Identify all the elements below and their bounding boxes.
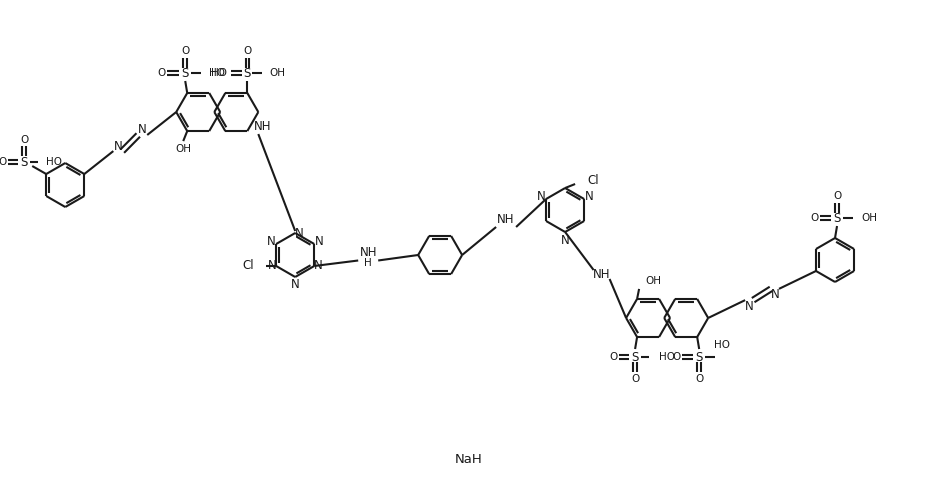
Text: N: N	[268, 259, 276, 272]
Text: HO: HO	[46, 157, 62, 167]
Text: S: S	[243, 67, 251, 80]
Text: S: S	[833, 212, 841, 225]
Text: N: N	[314, 235, 324, 248]
Text: O: O	[695, 374, 703, 384]
Text: NH: NH	[359, 246, 377, 259]
Text: N: N	[745, 300, 753, 313]
Text: HO: HO	[659, 352, 675, 362]
Text: Cl: Cl	[242, 259, 255, 272]
Text: O: O	[609, 352, 617, 362]
Text: HO: HO	[210, 68, 226, 78]
Text: O: O	[810, 213, 818, 223]
Text: HO: HO	[714, 340, 730, 350]
Text: O: O	[243, 46, 252, 56]
Text: O: O	[20, 135, 28, 145]
Text: N: N	[770, 288, 780, 301]
Text: O: O	[181, 46, 189, 56]
Text: N: N	[536, 189, 546, 202]
Text: S: S	[632, 350, 638, 363]
Text: N: N	[114, 140, 123, 153]
Text: OH: OH	[270, 68, 285, 78]
Text: O: O	[833, 191, 841, 201]
Text: S: S	[182, 67, 189, 80]
Text: N: N	[138, 123, 147, 137]
Text: O: O	[672, 352, 680, 362]
Text: N: N	[267, 235, 275, 248]
Text: OH: OH	[175, 144, 191, 154]
Text: Cl: Cl	[587, 173, 599, 186]
Text: O: O	[157, 68, 166, 78]
Text: OH: OH	[645, 276, 661, 286]
Text: O: O	[631, 374, 639, 384]
Text: O: O	[0, 157, 7, 167]
Text: N: N	[314, 259, 323, 272]
Text: NH: NH	[254, 120, 271, 133]
Text: N: N	[561, 234, 569, 247]
Text: H: H	[364, 258, 373, 268]
Text: OH: OH	[861, 213, 877, 223]
Text: NH: NH	[592, 268, 610, 281]
Text: S: S	[21, 156, 28, 168]
Text: N: N	[291, 278, 300, 291]
Text: N: N	[295, 227, 303, 240]
Text: S: S	[695, 350, 703, 363]
Text: HO: HO	[212, 68, 227, 78]
Text: NaH: NaH	[454, 453, 482, 467]
Text: NH: NH	[497, 213, 515, 226]
Text: N: N	[585, 189, 593, 202]
